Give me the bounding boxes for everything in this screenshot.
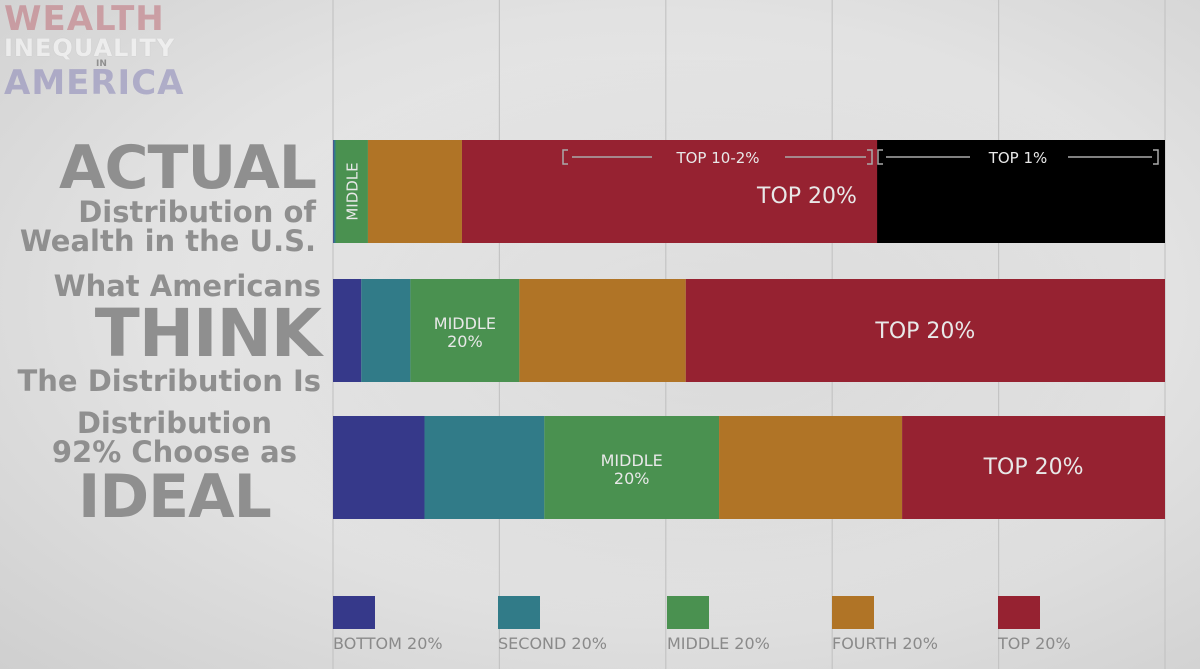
legend-label-second-20: SECOND 20% xyxy=(498,634,607,653)
legend-label-middle-20: MIDDLE 20% xyxy=(667,634,770,653)
bracket-label-top-1: TOP 1% xyxy=(988,149,1048,167)
think-label: What Americans THINK The Distribution Is xyxy=(18,272,322,396)
actual-label-title: ACTUAL xyxy=(59,133,317,203)
bar-ideal-bottom-20 xyxy=(333,416,425,519)
legend-swatch-middle-20 xyxy=(667,596,709,629)
bar-think-middle-20 xyxy=(410,279,520,382)
bar-label-actual-top: TOP 20% xyxy=(756,184,857,209)
bar-ideal-second-20 xyxy=(424,416,545,519)
bracket-top-1-right xyxy=(1153,149,1159,165)
actual-label-line3: Wealth in the U.S. xyxy=(19,224,316,258)
legend-swatch-bottom-20 xyxy=(333,596,375,629)
bar-label-ideal-middle: MIDDLE xyxy=(601,451,663,470)
legend-label-top-20: TOP 20% xyxy=(997,634,1071,653)
bar-label-think-middle: MIDDLE xyxy=(434,314,496,333)
bar-label-think-top: TOP 20% xyxy=(874,319,975,344)
legend-swatch-fourth-20 xyxy=(832,596,874,629)
bar-label-ideal-top: TOP 20% xyxy=(983,455,1084,480)
bracket-top-10-2-right xyxy=(867,149,873,165)
bar-think-fourth-20 xyxy=(519,279,686,382)
logo-line-inequality: INEQUALITY xyxy=(4,34,176,62)
bar-actual-bottom-20 xyxy=(333,140,334,243)
ideal-label-line1: Distribution xyxy=(76,406,272,440)
actual-label-line2: Distribution of xyxy=(78,195,316,229)
legend-label-fourth-20: FOURTH 20% xyxy=(832,634,938,653)
think-label-line1: What Americans xyxy=(53,269,321,303)
bar-ideal-middle-20 xyxy=(544,416,720,519)
bar-ideal-fourth-20 xyxy=(719,416,903,519)
bar-think-bottom-20 xyxy=(333,279,362,382)
think-label-line3: The Distribution Is xyxy=(17,364,322,398)
bar-actual-middle-20 xyxy=(335,140,368,243)
logo-line-wealth: WEALTH xyxy=(4,0,165,39)
ideal-label-line2: 92% Choose as xyxy=(51,435,297,469)
legend-swatch-top-20 xyxy=(998,596,1040,629)
bar-actual-second-20 xyxy=(333,140,336,243)
ideal-label-title: IDEAL xyxy=(78,462,272,532)
actual-label: ACTUAL Distribution of Wealth in the U.S… xyxy=(19,133,317,258)
bracket-top-1-left xyxy=(877,149,883,165)
legend-label-bottom-20: BOTTOM 20% xyxy=(333,634,443,653)
bar-label-think-middle-pct: 20% xyxy=(447,332,483,351)
legend-swatch-second-20 xyxy=(498,596,540,629)
bar-label-actual-middle: MIDDLE xyxy=(344,162,362,220)
bracket-top-10-2-left xyxy=(562,149,568,165)
logo-line-america: AMERICA xyxy=(4,63,185,103)
bar-actual-fourth-20 xyxy=(367,140,462,243)
bar-label-ideal-middle-pct: 20% xyxy=(614,469,650,488)
bar-think-top-20 xyxy=(685,279,1165,382)
ideal-label: Distribution 92% Choose as IDEAL xyxy=(51,406,297,532)
bar-think-second-20 xyxy=(361,279,411,382)
think-label-title: THINK xyxy=(94,295,322,372)
logo-line-in: IN xyxy=(96,59,107,69)
bracket-label-top-10-2: TOP 10-2% xyxy=(675,149,759,167)
bar-ideal-top-20 xyxy=(902,416,1165,519)
wealth-inequality-logo: WEALTH INEQUALITY IN AMERICA xyxy=(4,2,184,100)
